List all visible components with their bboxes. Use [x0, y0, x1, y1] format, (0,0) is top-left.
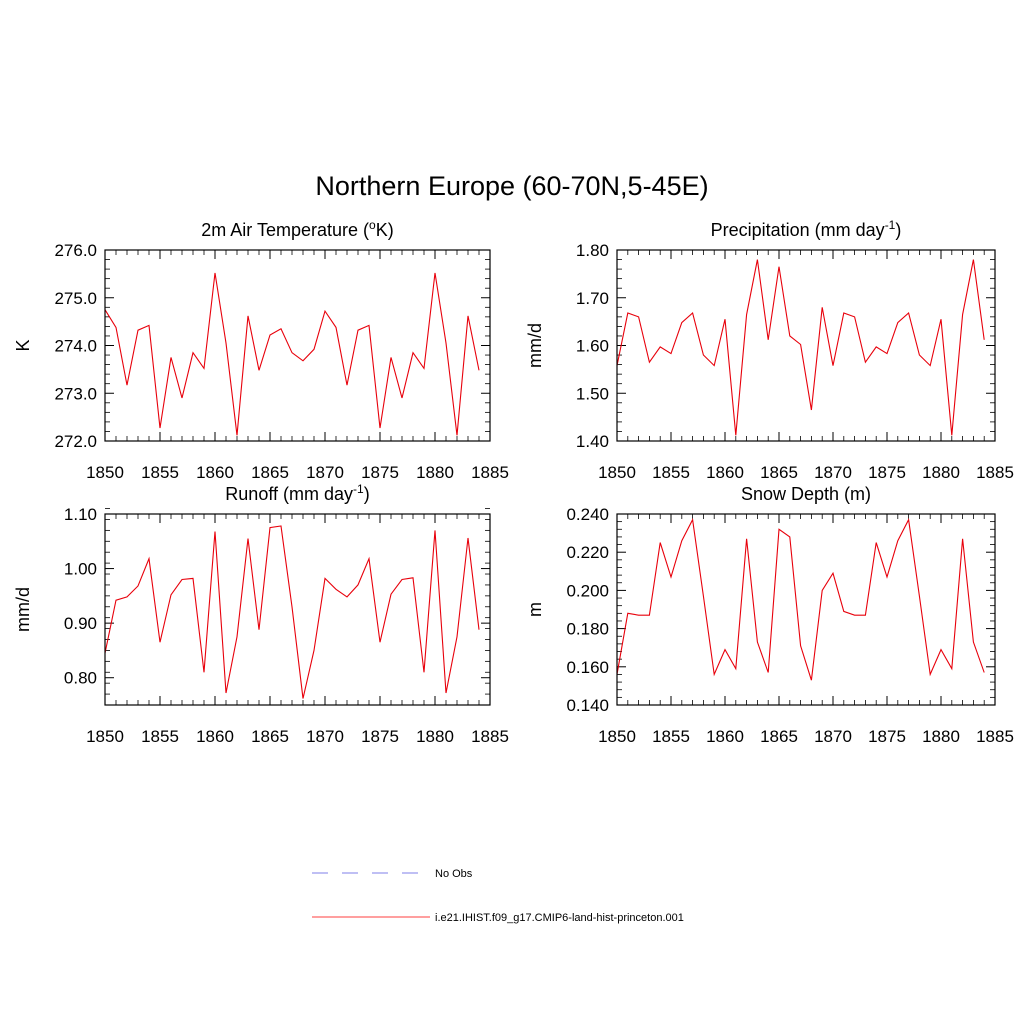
y-tick-label: 1.40 [576, 432, 609, 451]
panel-title-text: Precipitation (mm day [711, 220, 885, 240]
y-tick-label: 1.50 [576, 384, 609, 403]
panel-title: Snow Depth (m) [741, 484, 871, 504]
chart-panel-3: Runoff (mm day-1) 1850 1855 1860 1865 1870 187… [13, 482, 509, 746]
series-line [104, 272, 480, 436]
x-tick-label: 1875 [868, 463, 906, 482]
plot-frame [104, 249, 491, 442]
y-axis-label: m [525, 602, 545, 617]
x-tick-label: 1870 [306, 727, 344, 746]
panel-title: 2m Air Temperature (oK) [201, 218, 393, 240]
x-tick-label: 1880 [922, 727, 960, 746]
x-tick-label: 1880 [416, 727, 454, 746]
x-tick-label: 1850 [598, 727, 636, 746]
x-tick-label: 1855 [141, 727, 179, 746]
x-tick-label: 1865 [760, 463, 798, 482]
plot-frame [616, 513, 996, 706]
y-tick-label: 1.00 [64, 560, 97, 579]
y-tick-label: 1.80 [576, 241, 609, 260]
panel-title-after: ) [364, 484, 370, 504]
legend-label: No Obs [435, 868, 473, 880]
panel-title-text: Snow Depth (m) [741, 484, 871, 504]
y-tick-label: 1.70 [576, 289, 609, 308]
y-tick-label: 0.90 [64, 614, 97, 633]
series-line [104, 525, 480, 699]
x-tick-label: 1875 [361, 463, 399, 482]
x-tick-label: 1880 [922, 463, 960, 482]
panel-title-sup: o [369, 218, 376, 232]
y-tick-label: 1.60 [576, 337, 609, 356]
minor-ticks [617, 514, 995, 705]
x-tick-label: 1855 [141, 463, 179, 482]
minor-ticks [617, 250, 995, 441]
figure-title: Northern Europe (60-70N,5-45E) [315, 171, 708, 201]
chart-panel-2: Precipitation (mm day-1) 1850 1855 1860 1865… [525, 218, 1014, 482]
y-tick-label: 0.220 [566, 543, 609, 562]
y-tick-label: 273.0 [54, 384, 97, 403]
y-tick-label: 0.200 [566, 581, 609, 600]
x-tick-label: 1860 [706, 463, 744, 482]
x-tick-label: 1860 [196, 727, 234, 746]
series-line [616, 517, 985, 681]
legend-label: i.e21.IHIST.f09_g17.CMIP6-land-hist-prin… [435, 912, 684, 924]
y-axis-label: mm/d [525, 323, 545, 368]
x-tick-label: 1870 [814, 727, 852, 746]
x-tick-label: 1885 [976, 727, 1014, 746]
x-tick-label: 1850 [598, 463, 636, 482]
panel-title-after: K) [376, 220, 394, 240]
chart-panel-4: Snow Depth (m) 1850 1855 1860 1865 1870 1875 18… [525, 484, 1014, 746]
x-tick-label: 1870 [814, 463, 852, 482]
x-tick-label: 1850 [86, 463, 124, 482]
panel-title: Precipitation (mm day-1) [711, 218, 902, 240]
panel-title-sup: -1 [885, 218, 896, 232]
panel-title: Runoff (mm day-1) [225, 482, 369, 504]
panel-title-after: ) [895, 220, 901, 240]
x-tick-label: 1855 [652, 463, 690, 482]
x-tick-label: 1860 [196, 463, 234, 482]
major-ticks [104, 513, 491, 705]
major-ticks [616, 513, 996, 706]
x-tick-label: 1875 [868, 727, 906, 746]
x-tick-label: 1850 [86, 727, 124, 746]
y-tick-label: 0.160 [566, 658, 609, 677]
y-tick-label: 1.10 [64, 505, 97, 524]
legend: No Obs i.e21.IHIST.f09_g17.CMIP6-land-his… [312, 868, 684, 924]
x-tick-label: 1855 [652, 727, 690, 746]
series-line [616, 259, 985, 436]
x-tick-label: 1865 [760, 727, 798, 746]
plot-frame [616, 249, 996, 442]
x-tick-label: 1885 [976, 463, 1014, 482]
x-tick-label: 1870 [306, 463, 344, 482]
chart-panels: 2m Air Temperature (oK)1850 1855 1860 1865 1… [13, 218, 1014, 746]
minor-ticks [105, 508, 490, 706]
y-tick-label: 276.0 [54, 241, 97, 260]
y-tick-label: 0.80 [64, 669, 97, 688]
legend-item: i.e21.IHIST.f09_g17.CMIP6-land-hist-prin… [312, 912, 684, 924]
minor-ticks [105, 250, 490, 441]
panel-title-sup: -1 [353, 482, 364, 496]
x-tick-label: 1880 [416, 463, 454, 482]
panel-title-text: 2m Air Temperature ( [201, 220, 369, 240]
y-tick-label: 0.240 [566, 505, 609, 524]
x-tick-label: 1860 [706, 727, 744, 746]
y-tick-label: 274.0 [54, 337, 97, 356]
y-tick-label: 272.0 [54, 432, 97, 451]
x-tick-label: 1865 [251, 727, 289, 746]
y-tick-label: 0.140 [566, 696, 609, 715]
x-tick-label: 1865 [251, 463, 289, 482]
x-tick-label: 1875 [361, 727, 399, 746]
y-tick-label: 275.0 [54, 289, 97, 308]
legend-item: No Obs [312, 868, 473, 880]
chart-panel-1: 2m Air Temperature (oK) 1850 1855 1860 1865 1… [13, 218, 509, 482]
panel-title-text: Runoff (mm day [225, 484, 353, 504]
x-tick-label: 1885 [471, 727, 509, 746]
plot-frame [104, 513, 491, 706]
y-axis-label: K [13, 339, 33, 351]
y-axis-label: mm/d [13, 587, 33, 632]
y-tick-label: 0.180 [566, 620, 609, 639]
x-tick-label: 1885 [471, 463, 509, 482]
